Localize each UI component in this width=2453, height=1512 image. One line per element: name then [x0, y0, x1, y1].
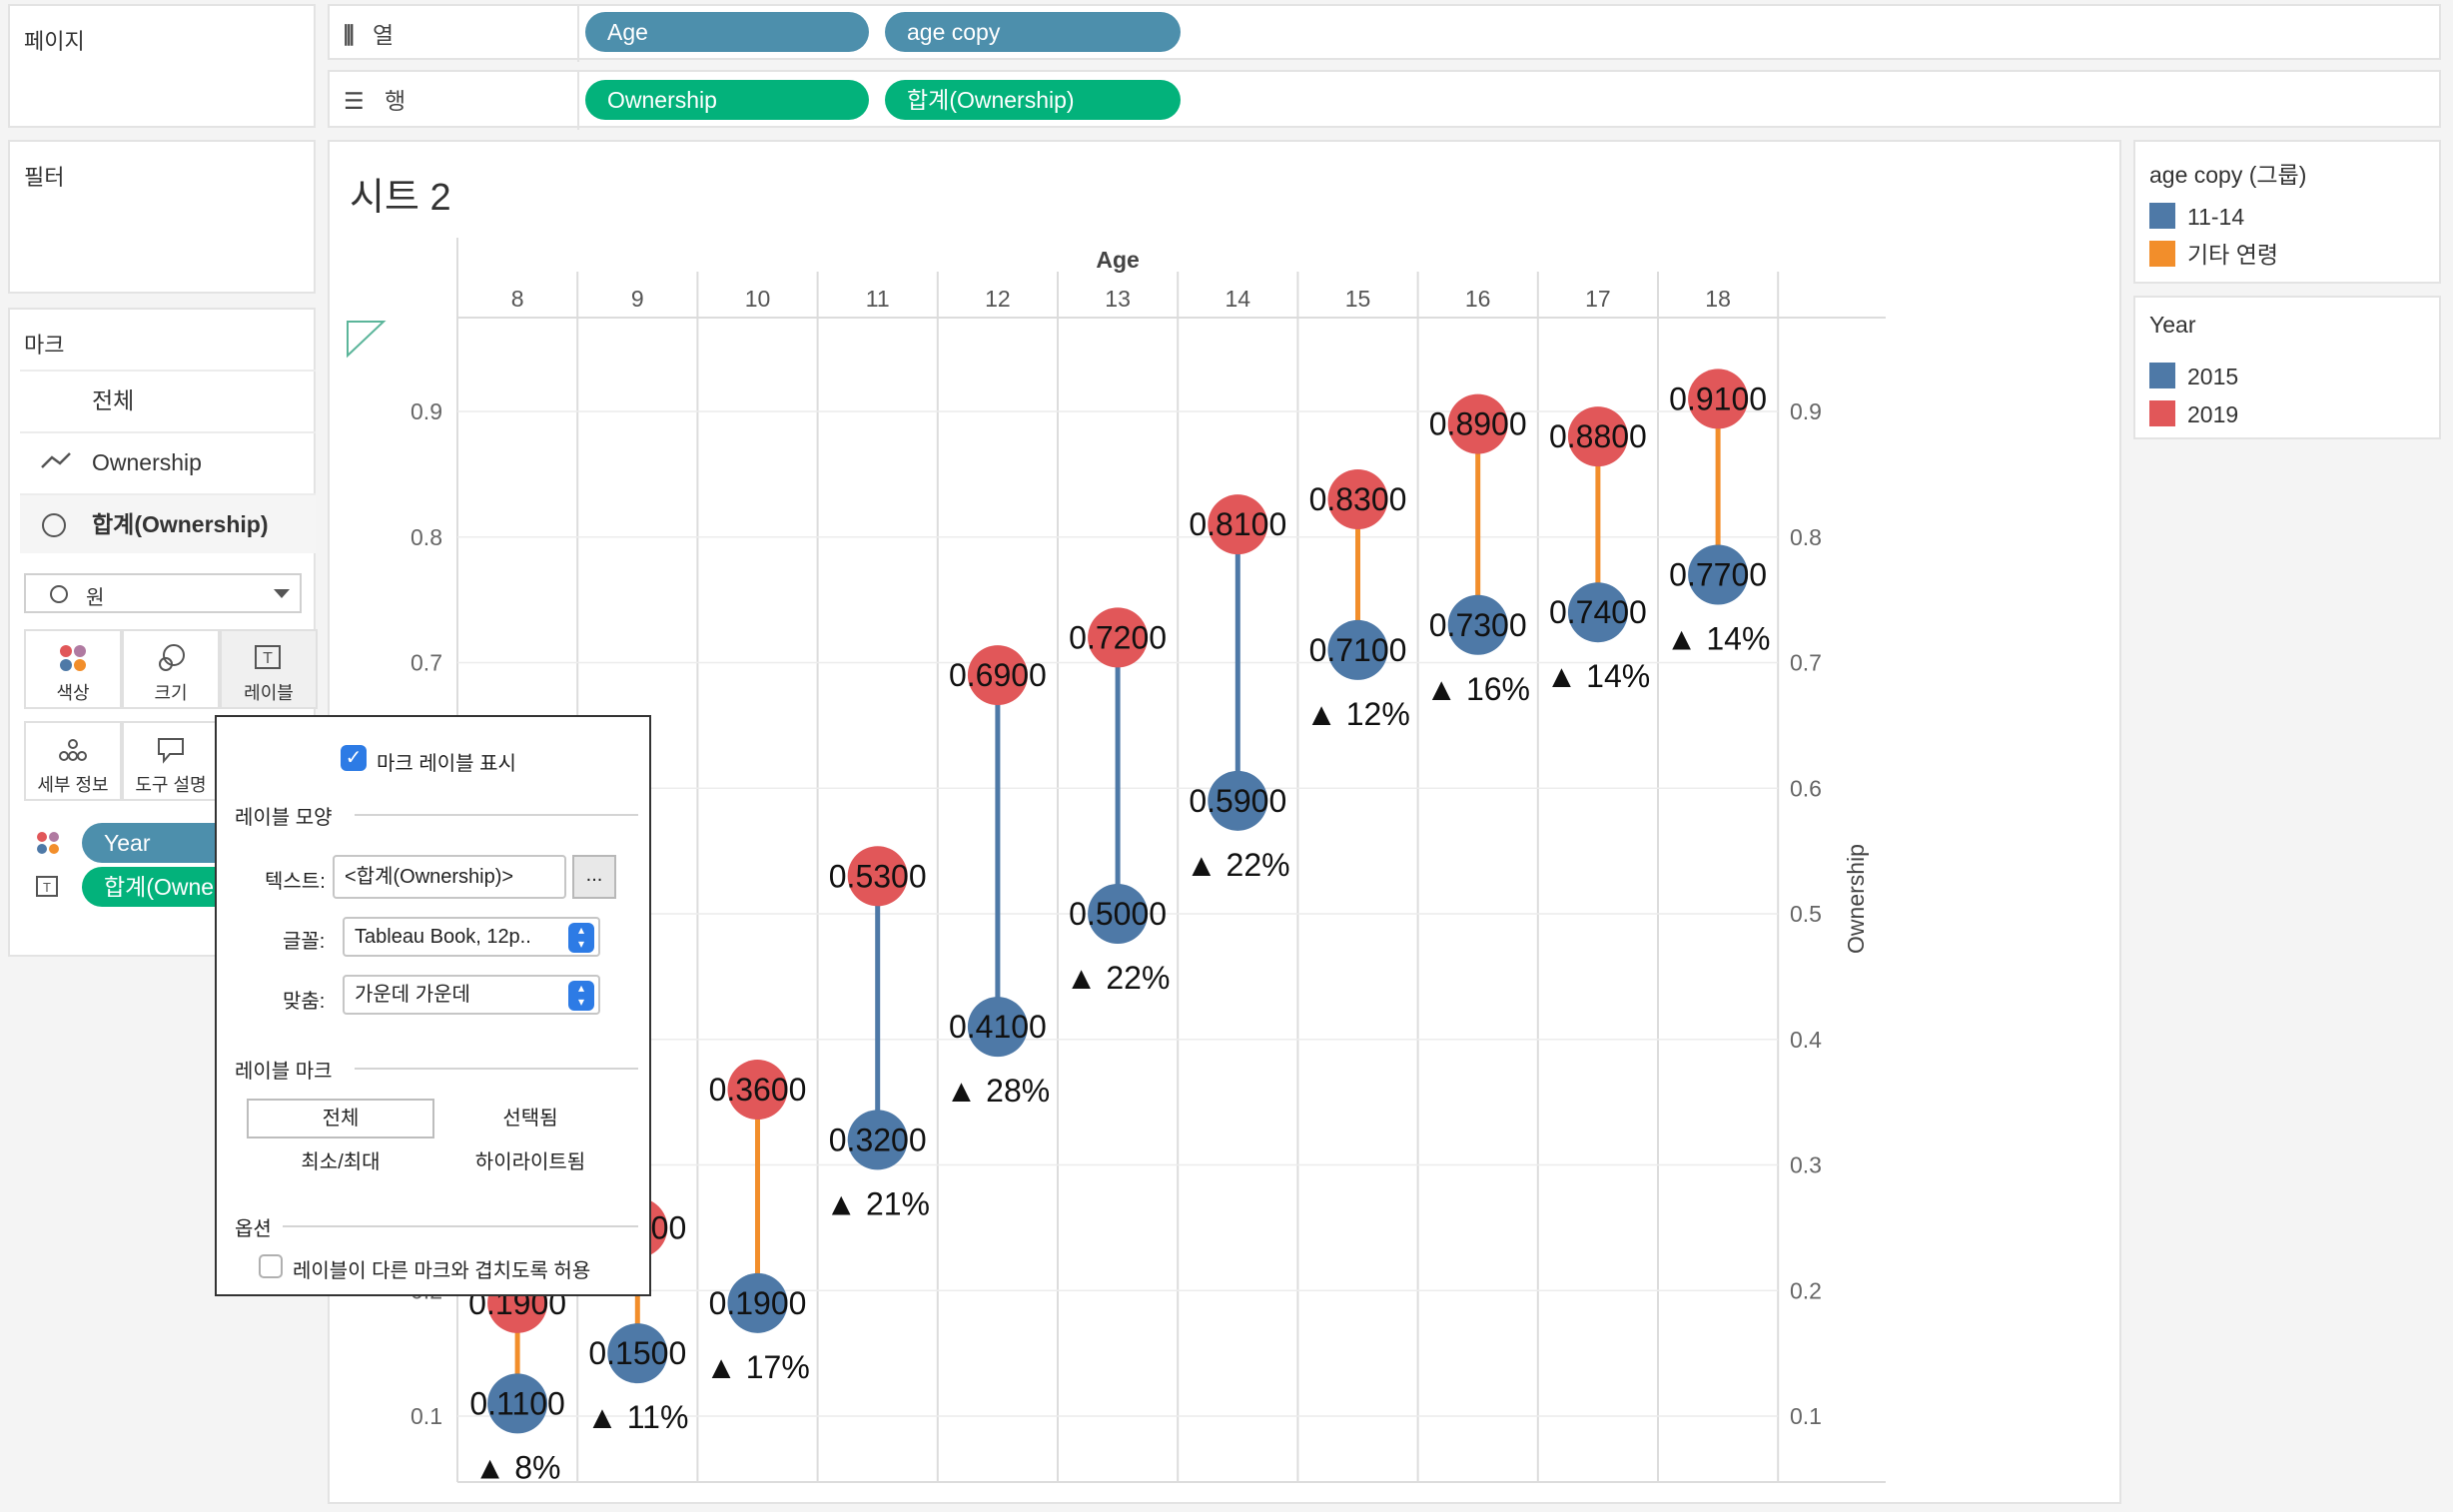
legend-label: 기타 연령	[2187, 242, 2279, 268]
marks-title: 마크	[24, 333, 65, 358]
legend-item-11-14[interactable]: 11-14	[2149, 202, 2244, 232]
font-select[interactable]: Tableau Book, 12p.. ▴ ▾	[343, 917, 600, 957]
marks-tab-ownership[interactable]: Ownership	[20, 431, 316, 491]
year-legend-title: Year	[2149, 312, 2196, 338]
show-labels-label: 마크 레이블 표시	[377, 753, 516, 775]
mark-type-value: 원	[86, 587, 105, 609]
options-heading: 옵션	[235, 1218, 272, 1240]
color-icon	[36, 831, 60, 860]
overlap-checkbox[interactable]	[259, 1254, 283, 1278]
filters-panel[interactable]: 필터	[8, 140, 316, 294]
align-select[interactable]: 가운데 가운데 ▴ ▾	[343, 975, 600, 1015]
sum-ownership-row-pill[interactable]: 합계(Ownership)	[885, 80, 1181, 120]
text-field-label: 텍스트:	[265, 871, 326, 893]
detail-card-button[interactable]: 세부 정보	[24, 721, 122, 801]
legend-swatch	[2149, 400, 2175, 426]
align-select-value: 가운데 가운데	[355, 984, 470, 1006]
circle-mark-icon	[50, 585, 68, 603]
marks-tab-label: Ownership	[92, 449, 202, 475]
label-icon: T	[222, 643, 316, 673]
legend-swatch	[2149, 203, 2175, 229]
rows-shelf[interactable]: ☰ 행 Ownership 합계(Ownership)	[328, 70, 2441, 130]
legend-swatch	[2149, 363, 2175, 388]
tooltip-card-button[interactable]: 도구 설명	[122, 721, 220, 801]
label-dialog: ✓ 마크 레이블 표시 레이블 모양 텍스트: <합계(Ownership)> …	[215, 715, 651, 1296]
stepper-icon: ▴ ▾	[568, 981, 594, 1011]
age-copy-pill[interactable]: age copy	[885, 12, 1181, 52]
option-all-button[interactable]: 전체	[247, 1099, 434, 1138]
ownership-pill[interactable]: Ownership	[585, 80, 869, 120]
marks-tab-label: 합계(Ownership)	[92, 511, 269, 537]
mark-type-select[interactable]: 원	[24, 573, 302, 613]
columns-shelf-label: ⫼ 열	[344, 16, 394, 50]
detail-icon	[26, 735, 120, 765]
columns-shelf[interactable]: ⫼ 열 Age age copy	[328, 4, 2441, 62]
align-field-label: 맞춤:	[283, 991, 326, 1013]
marks-to-label-heading: 레이블 마크	[235, 1061, 333, 1083]
legend-label: 2015	[2187, 364, 2239, 389]
legend-label: 11-14	[2187, 204, 2245, 230]
rows-icon: ☰	[344, 88, 365, 114]
line-mark-icon	[40, 433, 72, 512]
legend-item-2019[interactable]: 2019	[2149, 399, 2238, 429]
tooltip-icon	[124, 735, 218, 765]
font-field-label: 글꼴:	[283, 931, 326, 953]
option-selected-button[interactable]: 선택됨	[502, 1108, 558, 1130]
show-labels-checkbox[interactable]: ✓	[341, 745, 367, 771]
marks-tab-all[interactable]: 전체	[20, 370, 316, 429]
text-edit-button[interactable]: ...	[572, 855, 616, 899]
pages-panel[interactable]: 페이지	[8, 4, 316, 128]
label-icon: T	[36, 875, 60, 904]
age-copy-legend[interactable]: age copy (그룹) 11-14 기타 연령	[2133, 140, 2441, 284]
size-card-label: 크기	[154, 683, 188, 703]
columns-icon: ⫼	[344, 22, 355, 48]
text-field[interactable]: <합계(Ownership)>	[333, 855, 566, 899]
rows-label-text: 행	[385, 88, 407, 114]
label-card-label: 레이블	[244, 683, 294, 703]
legend-label: 2019	[2187, 401, 2239, 427]
label-card-button[interactable]: T 레이블	[220, 629, 318, 709]
marks-tab-sum-ownership[interactable]: 합계(Ownership)	[20, 493, 316, 553]
chevron-down-icon	[274, 589, 290, 598]
age-pill[interactable]: Age	[585, 12, 869, 52]
legend-swatch	[2149, 241, 2175, 267]
size-icon	[124, 643, 218, 673]
option-highlighted-button[interactable]: 하이라이트됨	[474, 1151, 586, 1173]
pages-title: 페이지	[24, 29, 85, 54]
marks-tab-label: 전체	[92, 387, 135, 413]
tooltip-card-label: 도구 설명	[135, 775, 207, 795]
label-appearance-heading: 레이블 모양	[235, 807, 333, 829]
size-card-button[interactable]: 크기	[122, 629, 220, 709]
legend-item-2015[interactable]: 2015	[2149, 362, 2238, 391]
age-copy-legend-title: age copy (그룹)	[2149, 162, 2307, 188]
year-legend[interactable]: Year 2015 2019	[2133, 296, 2441, 439]
columns-label-text: 열	[372, 22, 395, 48]
svg-text:T: T	[43, 880, 51, 895]
color-card-label: 색상	[56, 683, 90, 703]
rows-shelf-label: ☰ 행	[344, 82, 406, 116]
filters-title: 필터	[24, 165, 65, 190]
color-card-button[interactable]: 색상	[24, 629, 122, 709]
circle-mark-icon	[42, 513, 66, 537]
sheet-title: 시트 2	[350, 177, 451, 219]
font-select-value: Tableau Book, 12p..	[355, 926, 531, 948]
color-icon	[26, 643, 120, 673]
stepper-icon: ▴ ▾	[568, 923, 594, 953]
option-minmax-button[interactable]: 최소/최대	[301, 1151, 381, 1173]
svg-text:T: T	[263, 650, 273, 667]
legend-item-other-age[interactable]: 기타 연령	[2149, 240, 2278, 270]
overlap-label: 레이블이 다른 마크와 겹치도록 허용	[293, 1260, 591, 1282]
detail-card-label: 세부 정보	[37, 775, 109, 795]
